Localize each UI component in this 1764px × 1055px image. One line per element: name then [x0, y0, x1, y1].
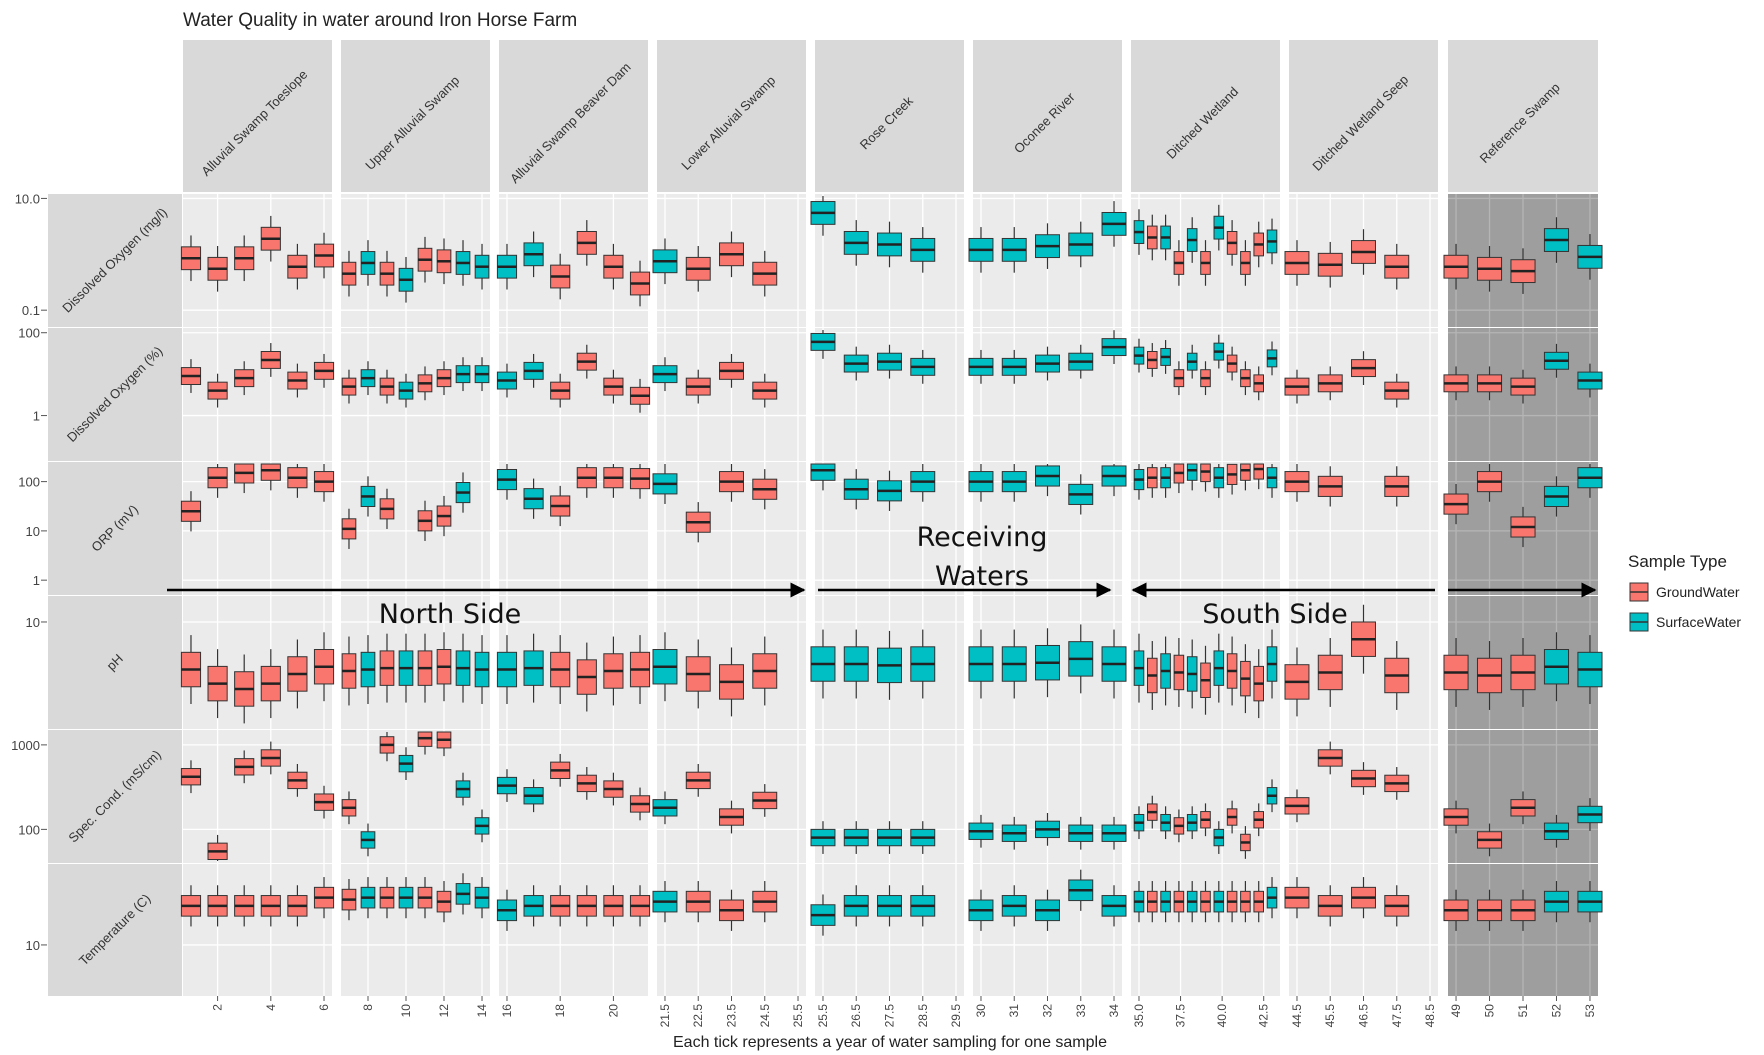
x-tick-label: 25.5: [816, 1004, 830, 1028]
x-tick-label: 2: [211, 1004, 225, 1011]
y-tick-label: 100: [18, 326, 40, 341]
x-tick-label: 29.5: [949, 1004, 963, 1028]
legend-title: Sample Type: [1628, 552, 1727, 571]
x-tick-label: 14: [475, 1004, 489, 1018]
column-strip: [183, 40, 332, 192]
column-strip: [815, 40, 964, 192]
box: [1186, 463, 1198, 481]
receiving-waters-label: Receiving: [917, 522, 1048, 553]
row-strip: [48, 462, 182, 595]
x-tick-label: 48.5: [1423, 1004, 1437, 1028]
x-tick-label: 44.5: [1290, 1004, 1304, 1028]
column-strip: [341, 40, 490, 192]
x-tick-label: 27.5: [883, 1004, 897, 1028]
x-tick-label: 22.5: [691, 1004, 705, 1028]
legend: Sample Type GroundWater SurfaceWater: [1628, 552, 1741, 632]
x-tick-label: 45.5: [1323, 1004, 1337, 1028]
legend-label: GroundWater: [1656, 584, 1740, 600]
row-strip: [48, 730, 182, 863]
x-tick-label: 46.5: [1357, 1004, 1371, 1028]
y-tick-label: 10: [26, 524, 40, 539]
column-strip: [973, 40, 1122, 192]
north-side-label: North Side: [379, 599, 522, 630]
column-strip: [1131, 40, 1280, 192]
box: [1253, 463, 1265, 480]
facet-panel: [183, 194, 332, 327]
x-tick-label: 42.5: [1257, 1004, 1271, 1028]
facet-panel: [183, 328, 332, 461]
x-tick-label: 50: [1483, 1004, 1497, 1018]
annotation-layer: North Side Receiving Waters South Side: [167, 522, 1597, 630]
x-tick-label: 8: [361, 1004, 375, 1011]
facet-panels: Alluvial Swamp Toeslope Upper Alluvial Sw…: [11, 40, 1603, 1028]
legend-label: SurfaceWater: [1656, 614, 1741, 630]
box: [1240, 463, 1251, 481]
x-tick-label: 18: [553, 1004, 567, 1018]
y-tick-label: 100: [18, 822, 40, 837]
x-tick-label: 34: [1107, 1004, 1121, 1018]
x-tick-label: 12: [437, 1004, 451, 1018]
x-tick-label: 26.5: [849, 1004, 863, 1028]
x-tick-label: 53: [1583, 1004, 1597, 1018]
x-tick-label: 10: [399, 1004, 413, 1018]
x-tick-label: 35.0: [1132, 1004, 1146, 1028]
facet-panel: [183, 730, 332, 863]
x-tick-label: 6: [317, 1004, 331, 1011]
row-strip: [48, 328, 182, 461]
x-tick-label: 33: [1074, 1004, 1088, 1018]
column-strip: [657, 40, 806, 192]
receiving-waters-label: Waters: [935, 561, 1029, 592]
y-tick-label: 0.1: [22, 303, 40, 318]
facet-panel: [341, 328, 490, 461]
x-tick-label: 20: [606, 1004, 620, 1018]
x-tick-label: 24.5: [758, 1004, 772, 1028]
x-tick-label: 51: [1516, 1004, 1530, 1018]
facet-panel: [1131, 730, 1280, 863]
x-axis-title: Each tick represents a year of water sam…: [673, 1034, 1107, 1051]
x-tick-label: 31: [1007, 1004, 1021, 1018]
column-strip: [1289, 40, 1438, 192]
row-strip: [48, 194, 182, 327]
facet-panel: [183, 864, 332, 996]
facet-panel: [499, 864, 648, 996]
x-tick-label: 37.5: [1174, 1004, 1188, 1028]
y-tick-label: 100: [18, 475, 40, 490]
x-tick-label: 32: [1041, 1004, 1055, 1018]
x-tick-label: 40.0: [1215, 1004, 1229, 1028]
facet-panel: [499, 194, 648, 327]
column-strip: [499, 40, 648, 192]
y-tick-label: 1000: [11, 738, 40, 753]
x-tick-label: 23.5: [725, 1004, 739, 1028]
x-tick-label: 49: [1449, 1004, 1463, 1018]
facet-panel: [499, 730, 648, 863]
x-tick-label: 16: [500, 1004, 514, 1018]
x-tick-label: 52: [1549, 1004, 1563, 1018]
x-tick-label: 4: [264, 1004, 278, 1011]
facet-panel: [499, 596, 648, 729]
y-tick-label: 1: [33, 573, 40, 588]
column-strip: [1448, 40, 1598, 192]
facet-panel: [499, 328, 648, 461]
south-side-label: South Side: [1202, 599, 1347, 630]
row-strip: [48, 864, 182, 996]
x-tick-label: 28.5: [916, 1004, 930, 1028]
row-strip: [48, 596, 182, 729]
y-tick-label: 1: [33, 409, 40, 424]
box: [810, 463, 836, 481]
box: [260, 463, 281, 481]
y-tick-label: 10: [26, 615, 40, 630]
box: [1200, 463, 1211, 483]
chart-title: Water Quality in water around Iron Horse…: [183, 10, 577, 31]
y-tick-label: 10: [26, 938, 40, 953]
y-tick-label: 10.0: [15, 191, 40, 206]
facet-panel: [183, 596, 332, 729]
x-tick-label: 25.5: [791, 1004, 805, 1028]
x-tick-label: 21.5: [658, 1004, 672, 1028]
x-tick-label: 30: [974, 1004, 988, 1018]
x-tick-label: 47.5: [1390, 1004, 1404, 1028]
